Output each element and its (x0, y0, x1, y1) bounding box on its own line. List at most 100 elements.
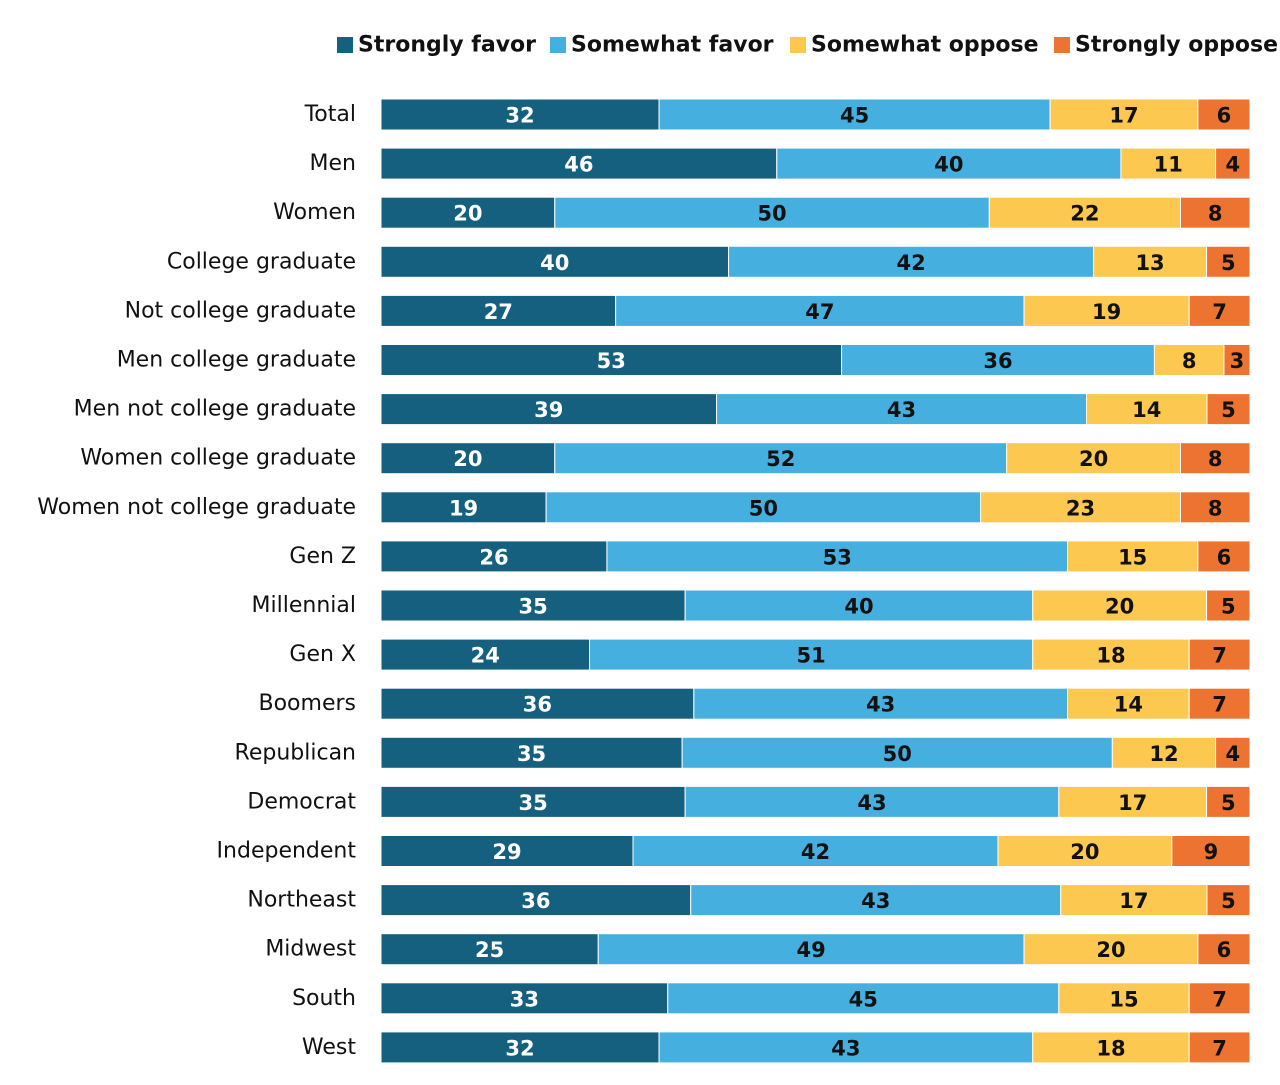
category-label-women: Women (273, 200, 356, 225)
bar-boomers-strongly-favor (380, 687, 695, 720)
value-label-men-college-graduate-somewhat-oppose: 8 (1182, 349, 1197, 373)
category-label-total: Total (304, 102, 356, 127)
value-label-south-somewhat-favor: 45 (849, 987, 878, 1011)
value-label-total-strongly-favor: 32 (505, 104, 534, 128)
legend-label-strongly-favor: Strongly favor (358, 33, 536, 58)
value-label-south-strongly-oppose: 7 (1212, 987, 1227, 1011)
category-label-women-college-graduate: Women college graduate (80, 446, 356, 471)
value-label-democrat-somewhat-oppose: 17 (1118, 791, 1147, 815)
category-labels: Total Men Women College graduate Not college… (37, 102, 356, 1060)
bar-total-somewhat-oppose (1049, 98, 1199, 131)
value-label-gen-z-strongly-oppose: 6 (1217, 545, 1232, 569)
bar-millennial-somewhat-oppose (1032, 589, 1208, 622)
value-label-men-not-college-graduate-somewhat-oppose: 14 (1132, 398, 1161, 422)
bar-northeast-somewhat-oppose (1060, 884, 1208, 917)
value-label-college-graduate-somewhat-favor: 42 (896, 251, 925, 275)
value-label-college-graduate-strongly-favor: 40 (540, 251, 569, 275)
bar-total-somewhat-favor (658, 98, 1051, 131)
value-label-republican-strongly-oppose: 4 (1225, 742, 1240, 766)
value-label-northeast-somewhat-favor: 43 (861, 889, 890, 913)
bar-democrat-somewhat-oppose (1058, 785, 1208, 818)
value-label-west-somewhat-favor: 43 (831, 1036, 860, 1060)
bar-men-not-college-graduate-somewhat-oppose (1086, 393, 1208, 426)
value-label-men-college-graduate-strongly-favor: 53 (597, 349, 626, 373)
bar-men-college-graduate-strongly-favor (380, 344, 843, 376)
value-label-independent-strongly-favor: 29 (492, 840, 521, 864)
bar-men-not-college-graduate-strongly-oppose (1206, 393, 1251, 426)
bar-total-strongly-favor (380, 98, 660, 131)
bar-millennial-somewhat-favor (684, 589, 1034, 622)
value-label-men-strongly-oppose: 4 (1225, 153, 1240, 177)
bar-midwest-strongly-oppose (1197, 933, 1251, 966)
bar-women-college-graduate-strongly-oppose (1179, 442, 1251, 475)
bars (380, 98, 1251, 1064)
bar-not-college-graduate-somewhat-oppose (1023, 294, 1190, 327)
bar-millennial-strongly-oppose (1206, 589, 1251, 622)
legend: Strongly favor Somewhat favor Somewhat opp… (337, 33, 1278, 58)
bar-south-somewhat-favor (667, 982, 1060, 1015)
bar-midwest-somewhat-favor (597, 933, 1025, 966)
bar-men-college-graduate-strongly-oppose (1223, 344, 1251, 376)
value-label-women-strongly-favor: 20 (453, 202, 482, 226)
value-label-gen-x-somewhat-favor: 51 (797, 644, 826, 668)
bar-boomers-somewhat-favor (693, 687, 1069, 720)
value-label-democrat-somewhat-favor: 43 (857, 791, 886, 815)
category-label-republican: Republican (235, 740, 356, 765)
value-label-women-college-graduate-somewhat-favor: 52 (766, 447, 795, 471)
value-label-women-somewhat-favor: 50 (757, 202, 786, 226)
value-label-gen-z-strongly-favor: 26 (479, 545, 508, 569)
value-label-women-not-college-graduate-somewhat-oppose: 23 (1066, 496, 1095, 520)
bar-republican-somewhat-oppose (1111, 736, 1217, 769)
value-label-men-not-college-graduate-somewhat-favor: 43 (887, 398, 916, 422)
bar-women-not-college-graduate-strongly-oppose (1179, 491, 1251, 524)
bar-women-somewhat-favor (554, 196, 990, 229)
category-label-midwest: Midwest (265, 937, 356, 962)
value-label-midwest-strongly-favor: 25 (475, 938, 504, 962)
bar-republican-somewhat-favor (681, 736, 1113, 769)
value-label-republican-strongly-favor: 35 (517, 742, 546, 766)
bar-not-college-graduate-strongly-favor (380, 294, 617, 327)
bar-gen-z-somewhat-oppose (1067, 540, 1199, 573)
value-label-democrat-strongly-oppose: 5 (1221, 791, 1236, 815)
category-label-west: West (302, 1035, 356, 1060)
value-label-gen-z-somewhat-oppose: 15 (1118, 545, 1147, 569)
value-label-not-college-graduate-strongly-favor: 27 (484, 300, 513, 324)
value-label-women-college-graduate-somewhat-oppose: 20 (1079, 447, 1108, 471)
value-label-boomers-somewhat-favor: 43 (866, 693, 895, 717)
bar-millennial-strongly-favor (380, 589, 686, 622)
bar-college-graduate-strongly-favor (380, 245, 730, 278)
bar-women-not-college-graduate-somewhat-oppose (980, 491, 1181, 524)
value-label-women-not-college-graduate-somewhat-favor: 50 (749, 496, 778, 520)
value-label-northeast-strongly-favor: 36 (521, 889, 550, 913)
value-labels: 32 45 17 646 40 11 420 50 22 840 42 13 527 47 19 753 36 8… (449, 104, 1244, 1061)
value-label-south-strongly-favor: 33 (510, 987, 539, 1011)
value-label-women-not-college-graduate-strongly-favor: 19 (449, 496, 478, 520)
value-label-millennial-somewhat-favor: 40 (844, 595, 873, 619)
bar-college-graduate-somewhat-favor (728, 245, 1095, 278)
bar-west-strongly-oppose (1188, 1031, 1251, 1064)
category-label-women-not-college-graduate: Women not college graduate (37, 495, 356, 520)
category-label-boomers: Boomers (259, 691, 357, 716)
value-label-not-college-graduate-strongly-oppose: 7 (1212, 300, 1227, 324)
value-label-republican-somewhat-favor: 50 (883, 742, 912, 766)
category-label-men-not-college-graduate: Men not college graduate (74, 397, 356, 422)
category-label-northeast: Northeast (247, 888, 356, 913)
value-label-men-not-college-graduate-strongly-oppose: 5 (1221, 398, 1236, 422)
value-label-men-not-college-graduate-strongly-favor: 39 (534, 398, 563, 422)
category-label-men: Men (310, 151, 356, 176)
value-label-total-strongly-oppose: 6 (1217, 104, 1232, 128)
legend-label-somewhat-oppose: Somewhat oppose (811, 33, 1039, 58)
bar-gen-x-strongly-oppose (1188, 638, 1251, 671)
value-label-boomers-strongly-favor: 36 (523, 693, 552, 717)
bar-women-not-college-graduate-somewhat-favor (545, 491, 982, 524)
bar-women-college-graduate-somewhat-oppose (1006, 442, 1181, 475)
category-label-south: South (292, 986, 356, 1011)
category-label-men-college-graduate: Men college graduate (117, 348, 356, 373)
value-label-college-graduate-somewhat-oppose: 13 (1135, 251, 1164, 275)
bar-republican-strongly-oppose (1215, 736, 1251, 769)
value-label-millennial-strongly-oppose: 5 (1221, 595, 1236, 619)
bar-northeast-strongly-oppose (1206, 884, 1251, 917)
category-label-independent: Independent (217, 839, 357, 864)
value-label-men-college-graduate-somewhat-favor: 36 (983, 349, 1012, 373)
bar-men-not-college-graduate-strongly-favor (380, 393, 718, 426)
